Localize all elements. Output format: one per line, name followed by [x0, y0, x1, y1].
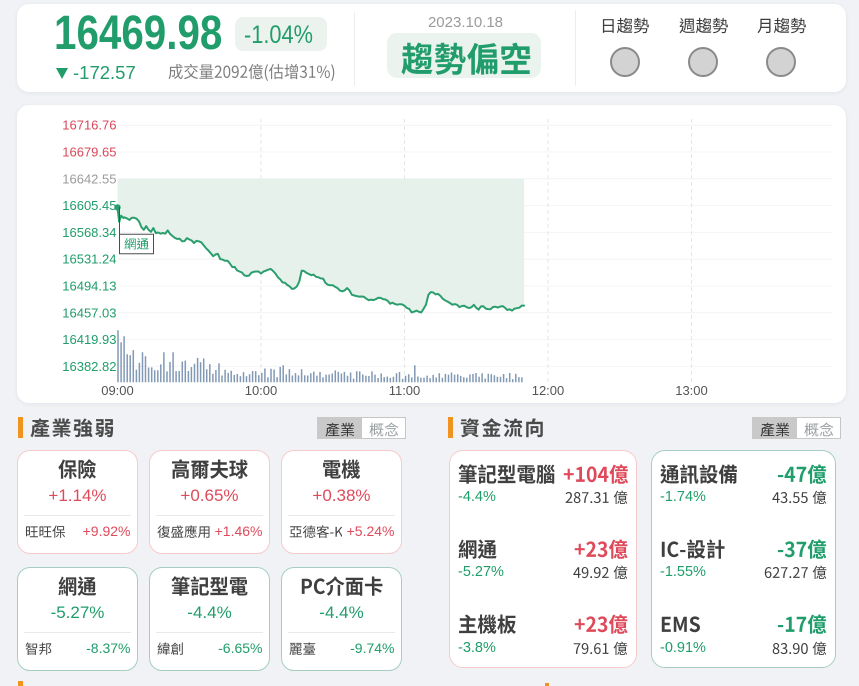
svg-text:16642.55: 16642.55: [62, 171, 116, 186]
svg-text:16382.82: 16382.82: [62, 359, 116, 374]
svg-text:16679.65: 16679.65: [62, 145, 116, 160]
svg-text:16716.76: 16716.76: [62, 118, 116, 133]
svg-text:11:00: 11:00: [389, 383, 421, 398]
svg-text:16605.45: 16605.45: [62, 198, 116, 213]
svg-text:09:00: 09:00: [101, 383, 134, 398]
svg-text:12:00: 12:00: [532, 383, 565, 398]
svg-text:16568.34: 16568.34: [62, 225, 116, 240]
svg-text:16531.24: 16531.24: [62, 252, 116, 267]
svg-text:10:00: 10:00: [245, 383, 278, 398]
svg-text:16494.13: 16494.13: [62, 279, 116, 294]
svg-text:16457.03: 16457.03: [62, 305, 116, 320]
svg-text:13:00: 13:00: [675, 383, 708, 398]
svg-text:16419.93: 16419.93: [62, 332, 116, 347]
